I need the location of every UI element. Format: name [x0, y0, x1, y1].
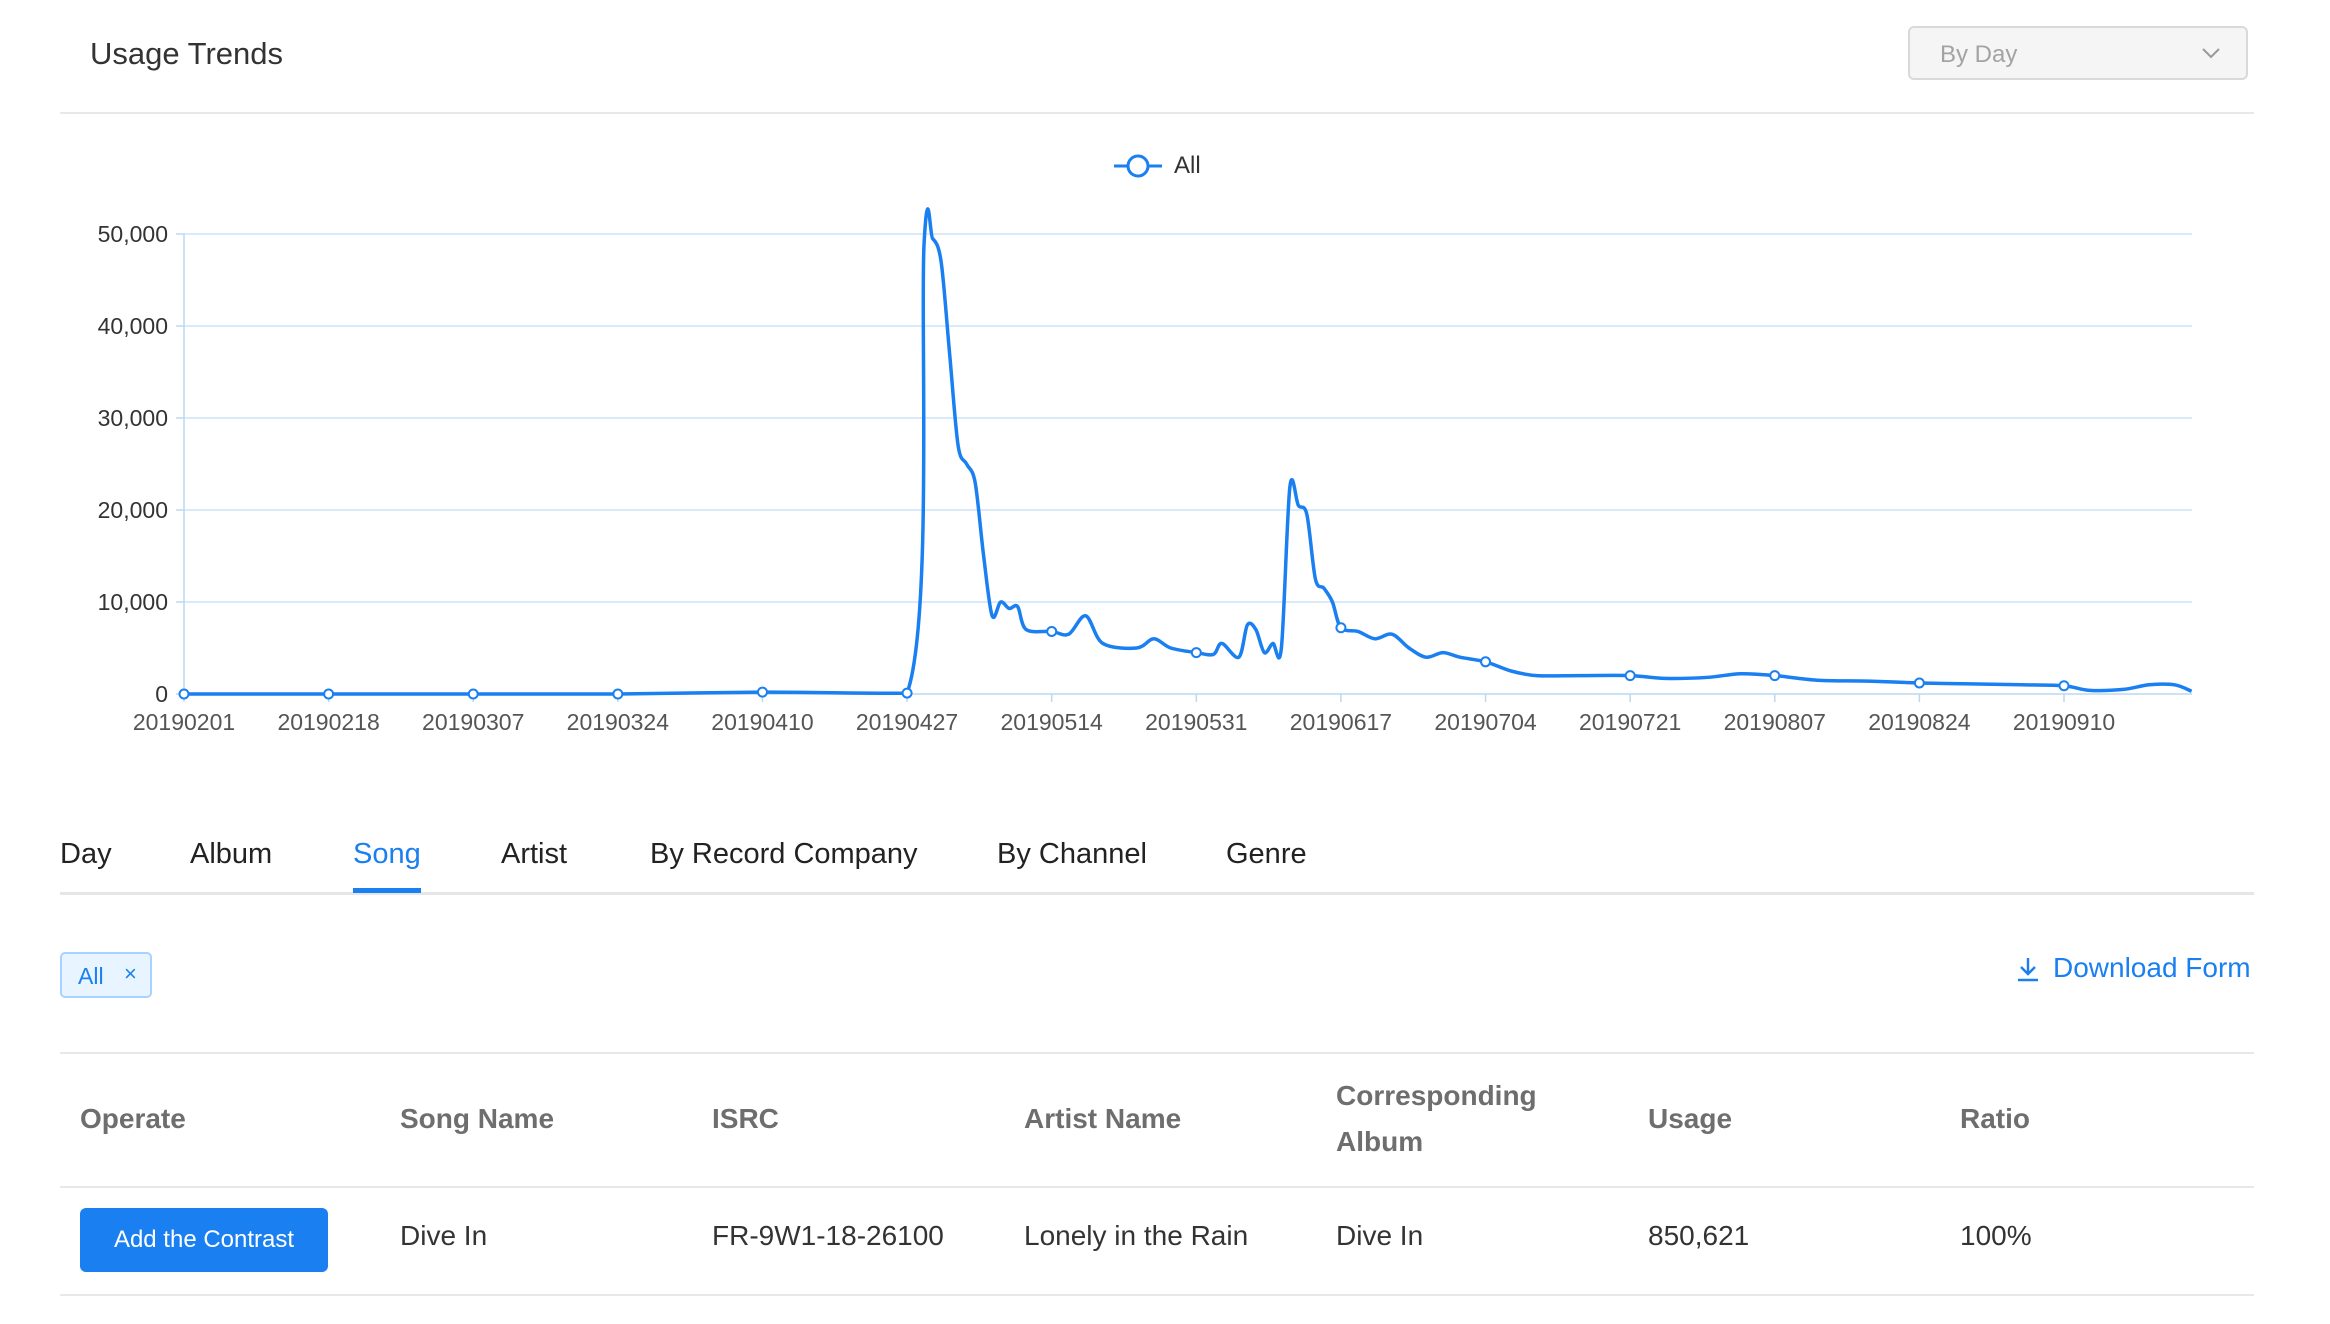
download-icon — [2018, 958, 2038, 982]
x-tick-label: 20190910 — [2013, 709, 2115, 735]
tab-song[interactable]: Song — [353, 838, 421, 870]
cell-album: Dive In — [1336, 1220, 1424, 1251]
column-header-album-line1: Corresponding — [1336, 1080, 1537, 1111]
series-point — [1769, 670, 1781, 682]
cell-usage: 850,621 — [1648, 1220, 1750, 1251]
column-header-album-line2: Album — [1336, 1126, 1424, 1157]
y-tick-label: 50,000 — [98, 221, 168, 247]
close-icon[interactable]: × — [124, 961, 137, 986]
series-point — [178, 688, 190, 700]
x-tick-label: 20190201 — [133, 709, 235, 735]
series-point — [323, 688, 335, 700]
x-tick-label: 20190410 — [711, 709, 813, 735]
table-row: Add the Contrast Dive In FR-9W1-18-26100… — [60, 1188, 2254, 1296]
tab-record-company[interactable]: By Record Company — [650, 838, 918, 870]
column-header-album: Corresponding Album — [1336, 1073, 1537, 1165]
x-tick-label: 20190427 — [856, 709, 958, 735]
series-point — [467, 688, 479, 700]
x-tick-label: 20190531 — [1145, 709, 1247, 735]
x-tick-label: 20190704 — [1434, 709, 1537, 735]
tab-artist[interactable]: Artist — [501, 838, 568, 870]
series-point — [1046, 625, 1058, 637]
column-header-isrc: ISRC — [712, 1103, 779, 1134]
category-tabs: Day Album Song Artist By Record Company … — [60, 830, 2254, 895]
period-select-value: By Day — [1940, 41, 2018, 68]
cell-ratio: 100% — [1960, 1220, 2032, 1251]
cell-isrc: FR-9W1-18-26100 — [712, 1220, 944, 1251]
tab-day[interactable]: Day — [60, 838, 112, 870]
x-tick-label: 20190617 — [1290, 709, 1392, 735]
x-tick-label: 20190307 — [422, 709, 524, 735]
series-point — [1624, 670, 1636, 682]
series-point — [901, 687, 913, 699]
download-form-link[interactable]: Download Form — [2015, 952, 2253, 992]
series-point — [1335, 622, 1347, 634]
column-header-artist-name: Artist Name — [1024, 1103, 1182, 1134]
x-tick-label: 20190324 — [567, 709, 670, 735]
cell-song-name: Dive In — [400, 1220, 488, 1251]
x-tick-label: 20190514 — [1001, 709, 1104, 735]
series-point — [1480, 656, 1492, 668]
filter-tag-all: All × — [60, 952, 152, 998]
table-header: Operate Song Name ISRC Artist Name Corre… — [60, 1052, 2254, 1188]
y-tick-label: 40,000 — [98, 313, 168, 339]
cell-artist-name: Lonely in the Rain — [1024, 1220, 1249, 1251]
legend-line-icon — [1114, 154, 1162, 178]
column-header-song-name: Song Name — [400, 1103, 555, 1134]
song-table: Operate Song Name ISRC Artist Name Corre… — [60, 1052, 2254, 1296]
filter-tag-label: All — [78, 963, 104, 989]
page-header: Usage Trends By Day — [60, 0, 2254, 114]
y-tick-label: 0 — [155, 681, 168, 707]
column-header-ratio: Ratio — [1960, 1103, 2030, 1134]
tab-channel[interactable]: By Channel — [997, 838, 1147, 870]
x-tick-label: 20190218 — [277, 709, 379, 735]
y-tick-label: 20,000 — [98, 497, 168, 523]
series-point — [2058, 680, 2070, 692]
series-point — [1190, 647, 1202, 659]
legend-label-all: All — [1174, 152, 1201, 179]
page-title: Usage Trends — [90, 36, 283, 71]
chevron-down-icon — [2202, 48, 2220, 59]
usage-trend-chart: 0 10,000 20,000 30,000 40,000 50,000 20190201 2… — [98, 207, 2193, 735]
series-point — [612, 688, 624, 700]
add-contrast-button[interactable]: Add the Contrast — [80, 1208, 328, 1272]
tab-genre[interactable]: Genre — [1226, 838, 1307, 870]
column-header-usage: Usage — [1648, 1103, 1733, 1134]
y-tick-label: 10,000 — [98, 589, 168, 615]
series-point — [1913, 677, 1925, 689]
x-tick-label: 20190824 — [1868, 709, 1971, 735]
x-tick-label: 20190807 — [1724, 709, 1826, 735]
period-select[interactable]: By Day — [1908, 26, 2248, 80]
y-tick-label: 30,000 — [98, 405, 168, 431]
tab-album[interactable]: Album — [190, 838, 273, 870]
download-form-label: Download Form — [2053, 952, 2251, 983]
column-header-operate: Operate — [80, 1103, 186, 1134]
series-line-all — [184, 207, 2193, 696]
series-point — [756, 686, 768, 698]
x-tick-label: 20190721 — [1579, 709, 1681, 735]
active-tab-indicator — [353, 888, 421, 893]
